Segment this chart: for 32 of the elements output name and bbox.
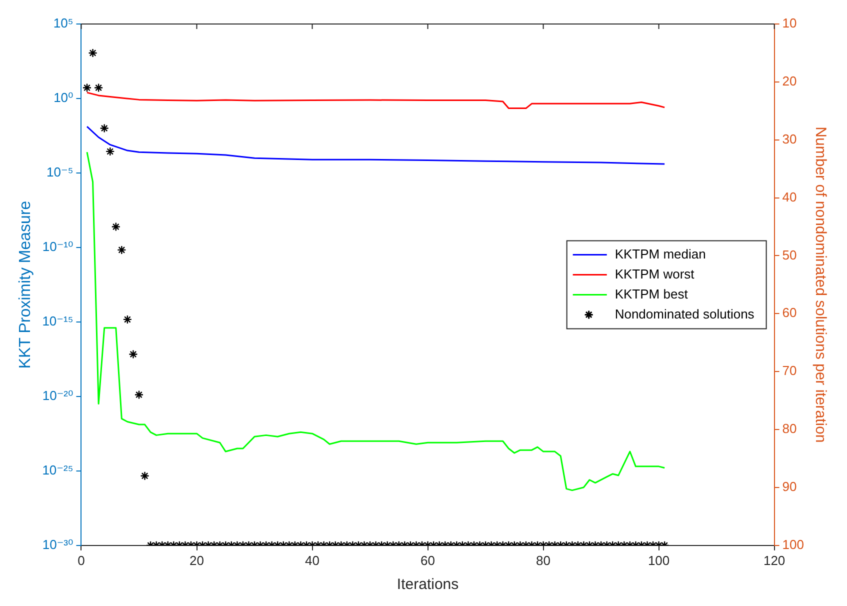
x-tick-label: 80 — [536, 552, 551, 568]
y-tick-label: 10⁻⁵ — [46, 164, 74, 180]
y2-tick-label: 20 — [782, 74, 797, 89]
y2-tick-label: 50 — [782, 247, 797, 262]
y2-tick-label: 70 — [782, 363, 797, 378]
x-tick-label: 100 — [648, 552, 670, 568]
legend-label: Nondominated solutions — [614, 306, 755, 322]
x-tick-label: 120 — [763, 552, 786, 568]
y-tick-label: 10⁻³⁰ — [42, 536, 74, 552]
legend-label: KKTPM best — [614, 286, 688, 302]
y-axis-title: KKT Proximity Measure — [17, 200, 34, 369]
y-tick-label: 10⁻²⁰ — [42, 388, 74, 404]
y2-tick-label: 40 — [782, 189, 797, 204]
x-tick-label: 0 — [78, 552, 85, 568]
y2-tick-label: 30 — [782, 131, 797, 146]
y2-tick-label: 60 — [782, 305, 797, 320]
y2-tick-label: 90 — [782, 479, 797, 494]
y2-tick-label: 100 — [782, 536, 804, 552]
x-axis-title: Iterations — [396, 576, 459, 594]
y-tick-label: 10⁵ — [53, 16, 74, 31]
y2-tick-label: 80 — [782, 421, 797, 436]
legend-label: KKTPM worst — [614, 266, 695, 282]
y2-tick-label: 10 — [782, 16, 797, 31]
x-tick-label: 20 — [190, 552, 204, 568]
x-tick-label: 60 — [420, 552, 436, 568]
y-tick-label: 10⁻¹⁵ — [42, 314, 74, 329]
y-tick-label: 10⁻²⁵ — [42, 462, 74, 478]
y2-axis-title: Number of nondominated solutions per iteration — [812, 126, 829, 443]
y-tick-label: 10⁰ — [54, 90, 74, 106]
legend-label: KKTPM median — [614, 246, 706, 262]
y-tick-label: 10⁻¹⁰ — [42, 239, 74, 254]
x-tick-label: 40 — [305, 552, 320, 568]
